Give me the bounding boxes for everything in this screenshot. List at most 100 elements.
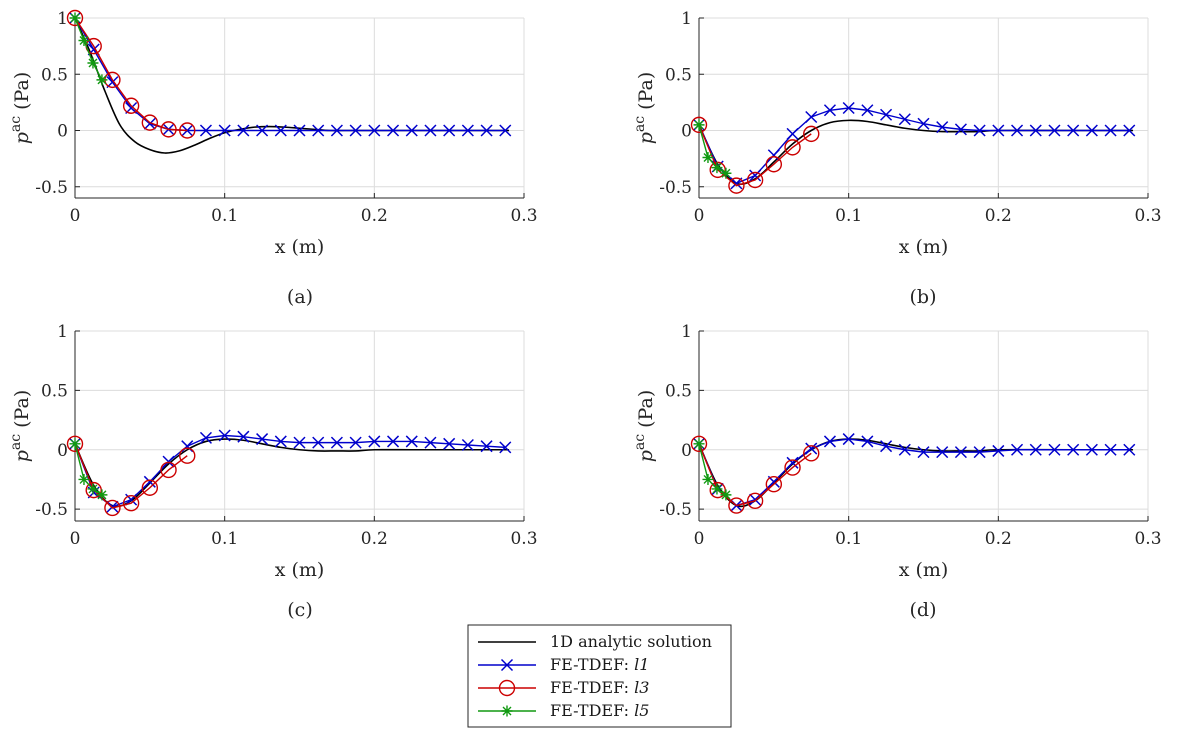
series-1 <box>692 433 1136 512</box>
x-tick-label: 0 <box>694 529 705 549</box>
series-line <box>698 124 812 187</box>
data-point-marker <box>823 435 836 448</box>
data-point-marker <box>880 440 893 453</box>
series-1 <box>68 11 512 137</box>
data-point-marker <box>405 124 418 137</box>
data-point-marker <box>709 161 726 179</box>
data-point-marker <box>330 436 343 449</box>
series-line <box>74 17 510 154</box>
series-3 <box>693 438 732 501</box>
y-tick-label: 0 <box>681 441 692 461</box>
legend-label: 1D analytic solution <box>550 632 712 651</box>
data-point-marker <box>1029 124 1042 137</box>
data-point-marker <box>122 97 140 114</box>
data-point-marker <box>160 461 177 479</box>
y-tick-label: 1 <box>57 322 68 342</box>
chart-panel: 0 0.1 0.2 0.3-0.500.51x (m)pac (Pa)(c) <box>8 322 538 621</box>
y-tick-label: 0 <box>681 122 692 142</box>
legend-label: FE-TDEF: l3 <box>550 678 649 697</box>
data-point-marker <box>143 475 156 488</box>
data-point-marker <box>784 139 801 156</box>
data-point-marker <box>693 119 705 131</box>
data-point-marker <box>746 171 764 189</box>
data-point-marker <box>786 456 799 469</box>
data-point-marker <box>499 124 512 137</box>
x-tick-label: 0.1 <box>211 206 238 226</box>
data-point-marker <box>1085 124 1098 137</box>
y-tick-label: 0 <box>57 441 68 461</box>
data-point-marker <box>973 124 986 137</box>
series-line <box>698 443 727 496</box>
series-2 <box>66 9 196 139</box>
data-point-marker <box>141 114 159 131</box>
legend-label: FE-TDEF: l1 <box>550 655 649 674</box>
data-point-marker <box>728 497 745 514</box>
data-point-marker <box>720 167 732 179</box>
legend-label: FE-TDEF: l5 <box>550 701 649 720</box>
data-point-marker <box>784 459 801 476</box>
data-point-marker <box>917 117 930 130</box>
data-point-marker <box>861 104 874 117</box>
y-tick-label: -0.5 <box>659 178 692 198</box>
legend-entry: FE-TDEF: l5 <box>478 701 649 720</box>
data-point-marker <box>78 473 90 485</box>
data-point-marker <box>805 442 818 455</box>
data-point-marker <box>746 492 764 510</box>
data-point-marker <box>237 430 250 443</box>
data-point-marker <box>936 446 949 459</box>
legend-entry: FE-TDEF: l3 <box>478 678 649 697</box>
data-point-marker <box>1067 124 1080 137</box>
data-point-marker <box>424 124 437 137</box>
data-point-marker <box>461 438 474 452</box>
data-point-marker <box>387 435 400 448</box>
y-tick-label: 0.5 <box>665 381 692 401</box>
data-point-marker <box>728 177 745 194</box>
data-point-marker <box>162 455 175 468</box>
legend: 1D analytic solution FE-TDEF: l1 FE-TDEF: … <box>467 624 732 728</box>
data-point-marker <box>274 124 287 137</box>
y-axis-label: pac (Pa) <box>8 390 33 462</box>
panel-caption: (c) <box>287 599 312 621</box>
data-point-marker <box>749 493 762 506</box>
data-point-marker <box>936 121 949 134</box>
data-point-marker <box>87 483 99 495</box>
data-point-marker <box>1123 443 1136 456</box>
y-tick-label: 1 <box>681 9 692 29</box>
series-1 <box>68 429 512 513</box>
series-line <box>74 443 188 509</box>
y-axis-label: pac (Pa) <box>8 72 33 144</box>
series-line <box>74 443 103 496</box>
data-point-marker <box>1104 443 1117 456</box>
data-point-marker <box>702 473 714 485</box>
data-point-marker <box>78 35 90 46</box>
data-point-marker <box>256 433 269 446</box>
data-point-marker <box>218 429 231 442</box>
data-point-marker <box>424 436 437 449</box>
data-point-marker <box>66 435 84 453</box>
data-point-marker <box>122 494 140 512</box>
data-point-marker <box>917 446 930 459</box>
data-point-marker <box>786 127 799 140</box>
data-point-marker <box>992 444 1005 457</box>
y-tick-label: 0.5 <box>41 65 68 85</box>
data-point-marker <box>218 124 231 137</box>
data-point-marker <box>85 481 102 499</box>
data-point-marker <box>805 110 818 124</box>
x-axis-label: x (m) <box>275 559 325 581</box>
data-point-marker <box>106 500 119 513</box>
x-tick-label: 0.3 <box>510 529 537 549</box>
data-point-marker <box>141 479 159 496</box>
series-0 <box>74 438 510 508</box>
data-point-marker <box>1048 443 1061 456</box>
x-tick-label: 0.2 <box>985 206 1012 226</box>
y-tick-label: 0.5 <box>665 65 692 85</box>
series-1 <box>692 101 1136 190</box>
data-point-marker <box>461 124 474 137</box>
data-point-marker <box>973 446 986 459</box>
chart-panel: 0 0.1 0.2 0.3-0.500.51x (m)pac (Pa)(d) <box>632 322 1162 621</box>
data-point-marker <box>179 122 196 139</box>
data-point-marker <box>349 436 362 449</box>
data-point-marker <box>96 74 108 86</box>
x-tick-label: 0.1 <box>835 529 862 549</box>
x-tick-label: 0.1 <box>211 529 238 549</box>
